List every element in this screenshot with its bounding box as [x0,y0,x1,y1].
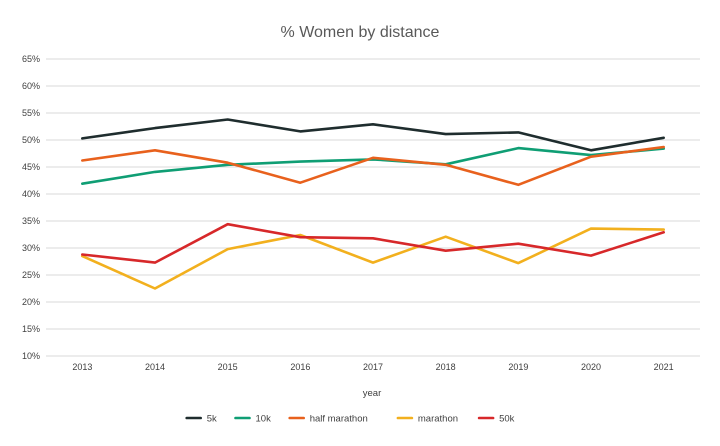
series-line-half-marathon [81,145,666,187]
x-tick-label: 2019 [508,362,528,372]
x-tick-label: 2014 [145,362,165,372]
legend-label: 10k [256,414,272,425]
y-tick-label: 55% [22,108,40,118]
y-tick-label: 25% [22,270,40,280]
legend-label: half marathon [310,414,368,425]
series-line-5k [81,118,666,152]
x-axis-ticks: 2013 2014 2015 2016 2017 2018 2019 2020 2021 [72,362,673,372]
y-tick-label: 10% [22,351,40,361]
x-axis-label: year [363,388,381,399]
series-lines [81,118,666,290]
y-tick-label: 45% [22,162,40,172]
x-tick-label: 2017 [363,362,383,372]
x-tick-label: 2015 [218,362,238,372]
y-tick-label: 60% [22,81,40,91]
y-tick-label: 15% [22,324,40,334]
legend-label: marathon [418,414,458,425]
y-tick-label: 30% [22,243,40,253]
chart-title: % Women by distance [281,24,440,41]
y-tick-label: 20% [22,297,40,307]
y-tick-label: 40% [22,189,40,199]
x-tick-label: 2021 [654,362,674,372]
series-line-10k [81,146,666,185]
legend: 5k 10k half marathon marathon 50k [185,414,515,425]
series-line-marathon [81,227,666,290]
x-tick-label: 2016 [290,362,310,372]
y-tick-label: 65% [22,54,40,64]
legend-label: 5k [207,414,217,425]
series-line-50k [81,222,666,264]
x-tick-label: 2020 [581,362,601,372]
gridlines [46,58,700,357]
y-tick-label: 35% [22,216,40,226]
legend-label: 50k [499,414,515,425]
x-tick-label: 2013 [72,362,92,372]
x-tick-label: 2018 [436,362,456,372]
y-tick-label: 50% [22,135,40,145]
y-axis-ticks: 10% 15% 20% 25% 30% 35% 40% 45% 50% 55% 60% 65% [22,54,40,361]
